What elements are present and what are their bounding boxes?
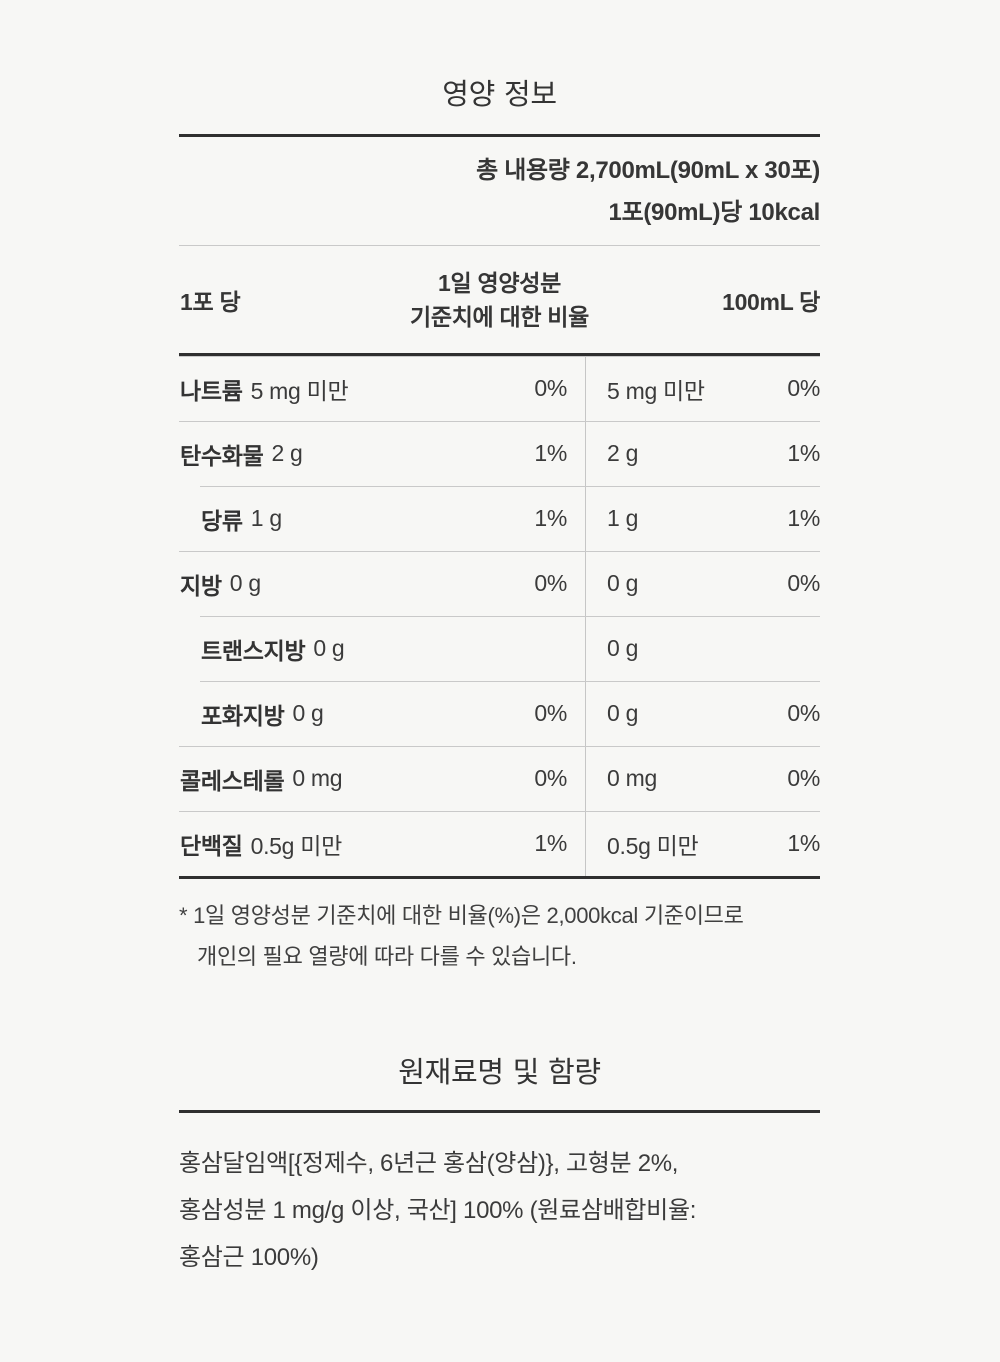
daily-value-footnote: * 1일 영양성분 기준치에 대한 비율(%)은 2,000kcal 기준이므로… bbox=[179, 895, 820, 977]
nutrient-pct: 0% bbox=[534, 570, 567, 596]
ingredients-section-title: 원재료명 및 함량 bbox=[398, 1055, 601, 1089]
header-per-100ml: 100mL 당 bbox=[722, 288, 820, 315]
nutrient-amount-100ml: 5 mg 미만 bbox=[607, 377, 705, 404]
nutrient-pct: 1% bbox=[534, 830, 567, 856]
totals-divider bbox=[179, 245, 820, 246]
nutrient-pct: 1% bbox=[534, 440, 567, 466]
nutrient-pct: 1% bbox=[534, 505, 567, 531]
ingredients-line3: 홍삼근 100%) bbox=[179, 1244, 319, 1271]
header-per-pack: 1포 당 bbox=[180, 288, 241, 315]
totals-block: 총 내용량 2,700mL(90mL x 30포) 1포(90mL)당 10kc… bbox=[179, 137, 820, 245]
nutrient-amount-100ml: 0.5g 미만 bbox=[607, 832, 699, 859]
header-daily-value-line2: 기준치에 대한 비율 bbox=[409, 303, 590, 330]
nutrient-amount: 0 g bbox=[292, 700, 324, 726]
nutrient-pct-100ml: 1% bbox=[787, 505, 820, 531]
title-divider bbox=[179, 134, 820, 137]
table-row: 콜레스테롤 0 mg 0% 0 mg 0% bbox=[179, 746, 820, 811]
nutrition-table-body: 나트륨 5 mg 미만 0% 5 mg 미만 0% 탄수화물 2 g 1% 2 … bbox=[179, 353, 820, 879]
table-row: 트랜스지방 0 g 0 g bbox=[179, 616, 820, 681]
nutrient-pct: 0% bbox=[534, 700, 567, 726]
nutrient-name: 콜레스테롤 bbox=[180, 767, 285, 794]
per-serving-kcal: 1포(90mL)당 10kcal bbox=[608, 199, 821, 226]
header-daily-value-line1: 1일 영양성분 bbox=[438, 269, 561, 296]
nutrient-pct-100ml: 1% bbox=[787, 830, 820, 856]
nutrient-amount: 1 g bbox=[250, 505, 282, 531]
nutrient-name: 트랜스지방 bbox=[201, 637, 306, 664]
nutrient-name: 나트륨 bbox=[180, 377, 243, 404]
nutrient-amount-100ml: 0 mg bbox=[607, 765, 657, 791]
nutrient-pct: 0% bbox=[534, 765, 567, 791]
footnote-line1: * 1일 영양성분 기준치에 대한 비율(%)은 2,000kcal 기준이므로 bbox=[179, 903, 744, 928]
ingredients-text: 홍삼달임액[{정제수, 6년근 홍삼(양삼)}, 고형분 2%, 홍삼성분 1 … bbox=[179, 1140, 820, 1281]
footnote-line2: 개인의 필요 열량에 따라 다를 수 있습니다. bbox=[197, 944, 577, 969]
nutrient-pct-100ml: 0% bbox=[787, 765, 820, 791]
nutrient-amount-100ml: 2 g bbox=[607, 440, 639, 466]
nutrient-pct-100ml: 1% bbox=[787, 440, 820, 466]
nutrient-pct: 0% bbox=[534, 375, 567, 401]
nutrient-pct-100ml: 0% bbox=[787, 570, 820, 596]
table-row: 나트륨 5 mg 미만 0% 5 mg 미만 0% bbox=[179, 356, 820, 421]
header-daily-value: 1일 영양성분 기준치에 대한 비율 bbox=[179, 266, 820, 334]
table-row: 지방 0 g 0% 0 g 0% bbox=[179, 551, 820, 616]
nutrient-name: 지방 bbox=[180, 572, 222, 599]
ingredients-line1: 홍삼달임액[{정제수, 6년근 홍삼(양삼)}, 고형분 2%, bbox=[179, 1150, 679, 1177]
nutrient-name: 단백질 bbox=[180, 832, 243, 859]
total-volume: 총 내용량 2,700mL(90mL x 30포) bbox=[476, 157, 820, 184]
nutrient-amount: 5 mg 미만 bbox=[250, 377, 349, 404]
nutrient-amount-100ml: 0 g bbox=[607, 635, 639, 661]
ingredients-title-divider bbox=[179, 1110, 820, 1113]
nutrient-amount-100ml: 0 g bbox=[607, 700, 639, 726]
nutrient-pct-100ml: 0% bbox=[787, 700, 820, 726]
nutrient-name: 당류 bbox=[201, 507, 243, 534]
nutrient-amount: 0 g bbox=[313, 635, 345, 661]
nutrient-amount: 2 g bbox=[271, 440, 303, 466]
nutrition-section-title: 영양 정보 bbox=[442, 77, 557, 111]
table-row: 탄수화물 2 g 1% 2 g 1% bbox=[179, 421, 820, 486]
label-container: 영양 정보 총 내용량 2,700mL(90mL x 30포) 1포(90mL)… bbox=[179, 0, 820, 1281]
nutrient-amount: 0 g bbox=[229, 570, 261, 596]
nutrient-name: 탄수화물 bbox=[180, 442, 264, 469]
nutrient-amount-100ml: 1 g bbox=[607, 505, 639, 531]
nutrition-table-header: 1포 당 1일 영양성분 기준치에 대한 비율 100mL 당 bbox=[179, 246, 820, 353]
nutrient-name: 포화지방 bbox=[201, 702, 285, 729]
nutrient-amount: 0.5g 미만 bbox=[250, 832, 343, 859]
table-row: 포화지방 0 g 0% 0 g 0% bbox=[179, 681, 820, 746]
table-row: 당류 1 g 1% 1 g 1% bbox=[179, 486, 820, 551]
nutrient-amount: 0 mg bbox=[292, 765, 343, 791]
table-row: 단백질 0.5g 미만 1% 0.5g 미만 1% bbox=[179, 811, 820, 876]
nutrient-amount-100ml: 0 g bbox=[607, 570, 639, 596]
nutrient-pct-100ml: 0% bbox=[787, 375, 820, 401]
ingredients-line2: 홍삼성분 1 mg/g 이상, 국산] 100% (원료삼배합비율: bbox=[179, 1197, 697, 1224]
